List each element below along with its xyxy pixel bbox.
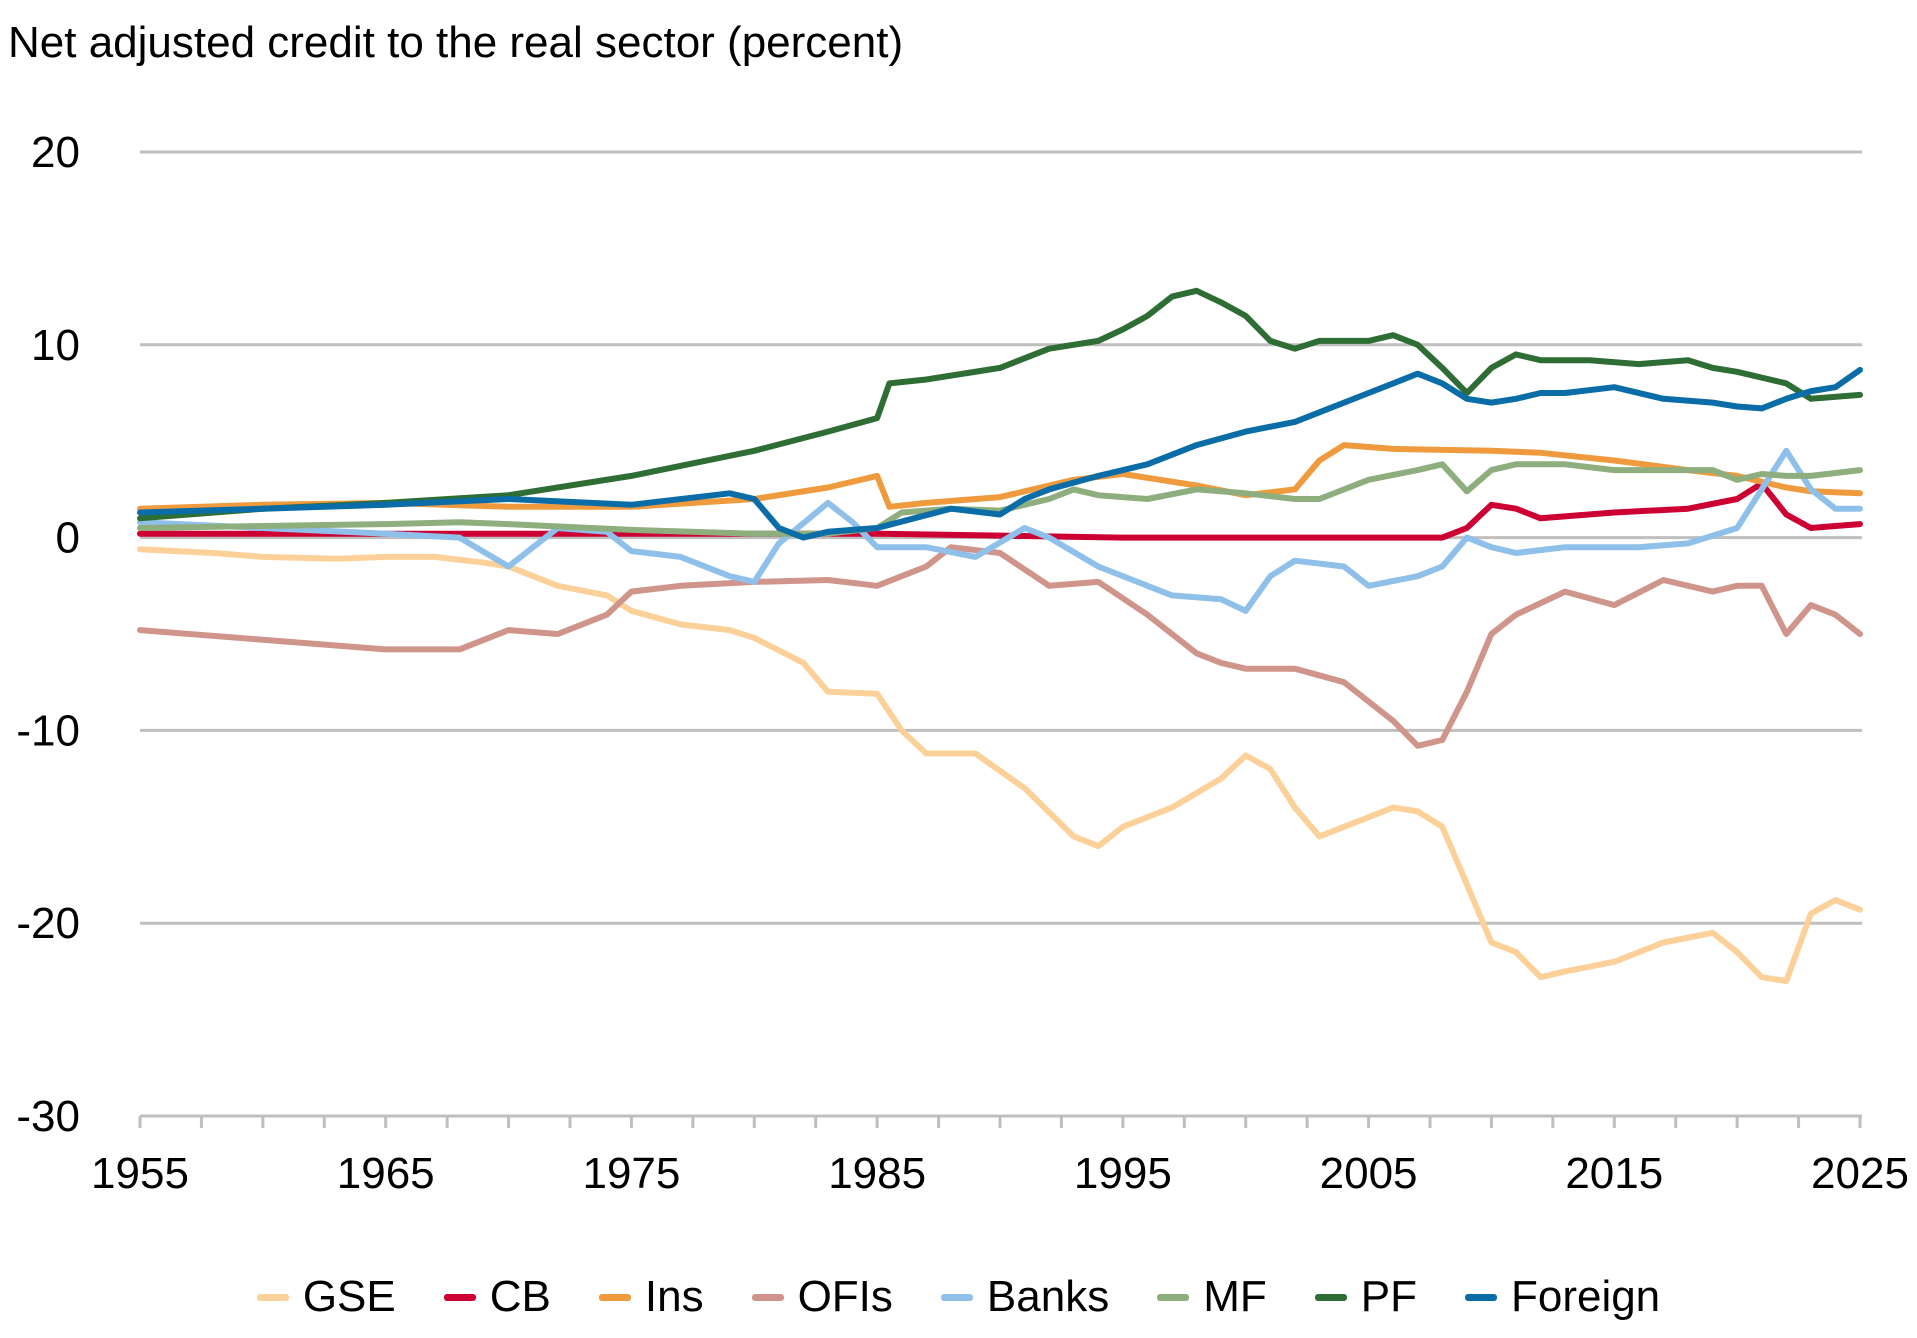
x-tick-label: 2015 <box>1565 1149 1663 1198</box>
series-line-cb <box>137 480 1863 541</box>
x-tick-label: 1985 <box>828 1149 926 1198</box>
y-tick-label: 10 <box>31 321 80 370</box>
series-line-ins <box>137 442 1863 512</box>
x-axis-labels: 1955 1965 1975 1985 1995 2005 2015 2025 <box>91 1149 1909 1198</box>
legend-label: Foreign <box>1510 1272 1661 1321</box>
legend-item-ofis: OFIs <box>751 1272 893 1322</box>
legend-item-ins: Ins <box>598 1272 704 1322</box>
x-tick-label: 1975 <box>582 1149 680 1198</box>
legend-swatch <box>598 1293 631 1301</box>
y-axis-labels: 20 10 0 -10 -20 -30 <box>16 128 80 1141</box>
legend: GSE CB Ins OFIs Banks MF PF Foreign <box>0 1262 1917 1332</box>
y-tick-label: 20 <box>31 128 80 177</box>
legend-item-pf: PF <box>1314 1272 1417 1322</box>
x-tick-label: 1965 <box>337 1149 435 1198</box>
chart-title: Net adjusted credit to the real sector (… <box>8 18 904 67</box>
series-line-gse <box>137 546 1863 984</box>
y-tick-label: -20 <box>16 899 80 948</box>
legend-label: PF <box>1360 1272 1417 1321</box>
x-tick-label: 2005 <box>1320 1149 1418 1198</box>
x-tick-label: 1995 <box>1074 1149 1172 1198</box>
x-tick-label: 1955 <box>91 1149 189 1198</box>
legend-item-gse: GSE <box>256 1272 396 1322</box>
legend-swatch <box>443 1293 476 1301</box>
legend-item-banks: Banks <box>940 1272 1110 1322</box>
series-line-mf <box>137 461 1863 537</box>
legend-label: CB <box>489 1272 551 1321</box>
legend-swatch <box>1464 1293 1497 1301</box>
series-line-foreign <box>137 366 1863 541</box>
legend-swatch <box>1157 1293 1190 1301</box>
legend-item-mf: MF <box>1157 1272 1267 1322</box>
legend-swatch <box>751 1293 784 1301</box>
series-line-pf <box>137 287 1863 522</box>
x-tick-label: 2025 <box>1811 1149 1909 1198</box>
legend-label: OFIs <box>797 1272 893 1321</box>
legend-swatch <box>256 1293 289 1301</box>
series-line-ofis <box>137 544 1863 749</box>
series-line-banks <box>137 447 1863 614</box>
series-lines <box>137 287 1863 984</box>
legend-label: GSE <box>302 1272 396 1321</box>
legend-item-cb: CB <box>443 1272 551 1322</box>
legend-swatch <box>940 1293 973 1301</box>
y-tick-label: -30 <box>16 1092 80 1141</box>
legend-label: Banks <box>986 1272 1110 1321</box>
legend-item-foreign: Foreign <box>1464 1272 1661 1322</box>
y-tick-label: -10 <box>16 706 80 755</box>
legend-label: Ins <box>644 1272 704 1321</box>
legend-swatch <box>1314 1293 1347 1301</box>
x-axis <box>138 1114 1862 1128</box>
y-tick-label: 0 <box>56 514 80 563</box>
legend-label: MF <box>1203 1272 1267 1321</box>
